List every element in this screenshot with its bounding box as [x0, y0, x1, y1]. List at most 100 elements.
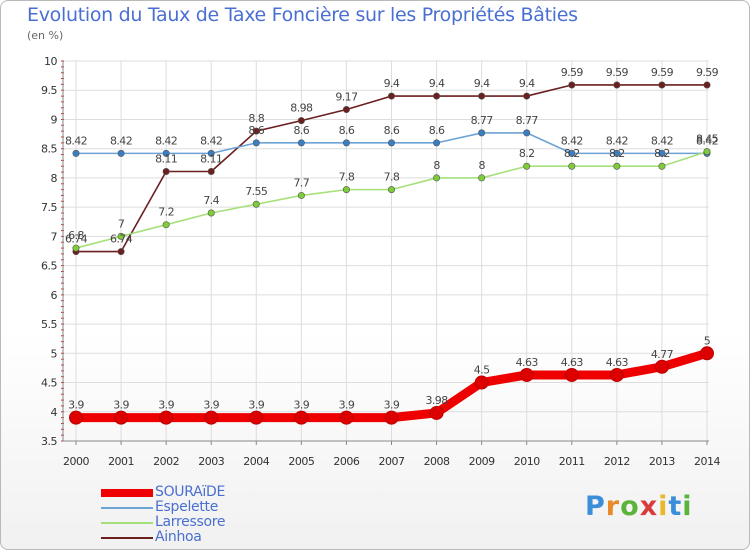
- y-tick-label: 9: [51, 113, 58, 126]
- y-tick-label: 8: [51, 172, 58, 185]
- data-label: 8.11: [155, 152, 177, 165]
- data-label: 8.42: [200, 134, 222, 147]
- data-point: [207, 167, 215, 175]
- data-label: 4.63: [606, 356, 629, 369]
- data-label: 8.42: [606, 134, 628, 147]
- data-label: 8.6: [384, 124, 400, 137]
- data-point: [478, 92, 486, 100]
- data-label: 8.6: [248, 124, 264, 137]
- data-point: [523, 129, 531, 137]
- x-tick-label: 2002: [153, 455, 179, 468]
- chart-title: Evolution du Taux de Taxe Foncière sur l…: [27, 4, 578, 26]
- data-point: [433, 92, 441, 100]
- data-label: 8.11: [200, 152, 222, 165]
- legend-label: Larressore: [155, 514, 226, 530]
- x-tick-label: 2003: [198, 455, 224, 468]
- x-tick-label: 2013: [649, 455, 675, 468]
- data-point: [474, 375, 489, 390]
- data-point: [523, 92, 531, 100]
- y-tick-label: 4: [51, 406, 58, 419]
- data-point: [162, 221, 170, 229]
- legend-swatch: [101, 537, 153, 539]
- data-point: [387, 186, 395, 194]
- data-label: 3.9: [384, 399, 400, 412]
- data-label: 8.2: [654, 147, 670, 160]
- legend-swatch: [101, 522, 153, 524]
- data-point: [114, 410, 129, 425]
- legend-label: SOURAïDE: [155, 484, 226, 500]
- data-point: [658, 162, 666, 170]
- data-label: 9.4: [384, 77, 400, 90]
- y-tick-label: 10: [44, 55, 57, 68]
- data-label: 8.77: [471, 114, 494, 127]
- data-label: 8.42: [110, 134, 132, 147]
- logo-letter: o: [620, 491, 640, 522]
- data-label: 8.2: [609, 147, 625, 160]
- data-label: 8.98: [290, 102, 313, 115]
- data-point: [478, 174, 486, 182]
- data-label: 7.2: [158, 206, 174, 219]
- data-label: 8.42: [155, 134, 177, 147]
- data-label: 8.6: [294, 124, 310, 137]
- y-tick-label: 4.5: [41, 377, 57, 390]
- data-label: 3.9: [248, 399, 264, 412]
- legend-label: Ainhoa: [155, 529, 202, 545]
- data-label: 9.59: [561, 66, 584, 79]
- data-point: [433, 139, 441, 147]
- data-point: [159, 410, 174, 425]
- data-point: [342, 106, 350, 114]
- data-label: 9.59: [651, 66, 674, 79]
- y-tick-label: 7: [51, 230, 58, 243]
- data-label: 7.8: [384, 171, 400, 184]
- data-label: 8.42: [696, 134, 718, 147]
- data-point: [339, 410, 354, 425]
- data-point: [568, 149, 576, 157]
- logo-letter: i: [682, 491, 693, 522]
- data-label: 9.59: [696, 66, 719, 79]
- data-label: 9.4: [519, 77, 535, 90]
- data-label: 9.17: [335, 91, 358, 104]
- data-label: 3.98: [426, 394, 449, 407]
- data-label: 9.4: [429, 77, 445, 90]
- data-label: 8.2: [564, 147, 580, 160]
- data-label: 9.4: [474, 77, 490, 90]
- x-tick-label: 2007: [379, 455, 405, 468]
- data-point: [384, 410, 399, 425]
- data-label: 8: [478, 159, 485, 172]
- data-point: [609, 367, 624, 382]
- data-point: [117, 149, 125, 157]
- data-label: 7.7: [294, 176, 310, 189]
- data-point: [162, 167, 170, 175]
- proxiti-logo: Proxiti: [585, 491, 693, 522]
- data-point: [433, 174, 441, 182]
- data-point: [613, 162, 621, 170]
- logo-letter: r: [605, 491, 621, 522]
- data-label: 8.2: [519, 147, 535, 160]
- data-point: [117, 232, 125, 240]
- data-point: [654, 359, 669, 374]
- x-tick-label: 2004: [243, 455, 269, 468]
- x-tick-label: 2011: [559, 455, 585, 468]
- data-point: [207, 149, 215, 157]
- logo-letter: t: [668, 491, 683, 522]
- data-label: 8.8: [248, 112, 264, 125]
- data-label: 7.55: [245, 185, 268, 198]
- data-label: 5: [704, 334, 711, 347]
- data-point: [117, 248, 125, 256]
- data-label: 8.42: [651, 134, 673, 147]
- data-point: [252, 127, 260, 135]
- x-tick-label: 2012: [604, 455, 630, 468]
- data-point: [613, 81, 621, 89]
- data-point: [700, 346, 714, 361]
- x-tick-label: 2000: [63, 455, 89, 468]
- data-label: 3.9: [294, 399, 310, 412]
- x-tick-label: 2001: [108, 455, 134, 468]
- data-point: [568, 81, 576, 89]
- data-point: [72, 244, 80, 252]
- data-point: [564, 367, 579, 382]
- data-point: [387, 92, 395, 100]
- legend-swatch: [101, 489, 153, 497]
- data-point: [342, 139, 350, 147]
- data-point: [703, 81, 711, 89]
- x-tick-label: 2006: [333, 455, 359, 468]
